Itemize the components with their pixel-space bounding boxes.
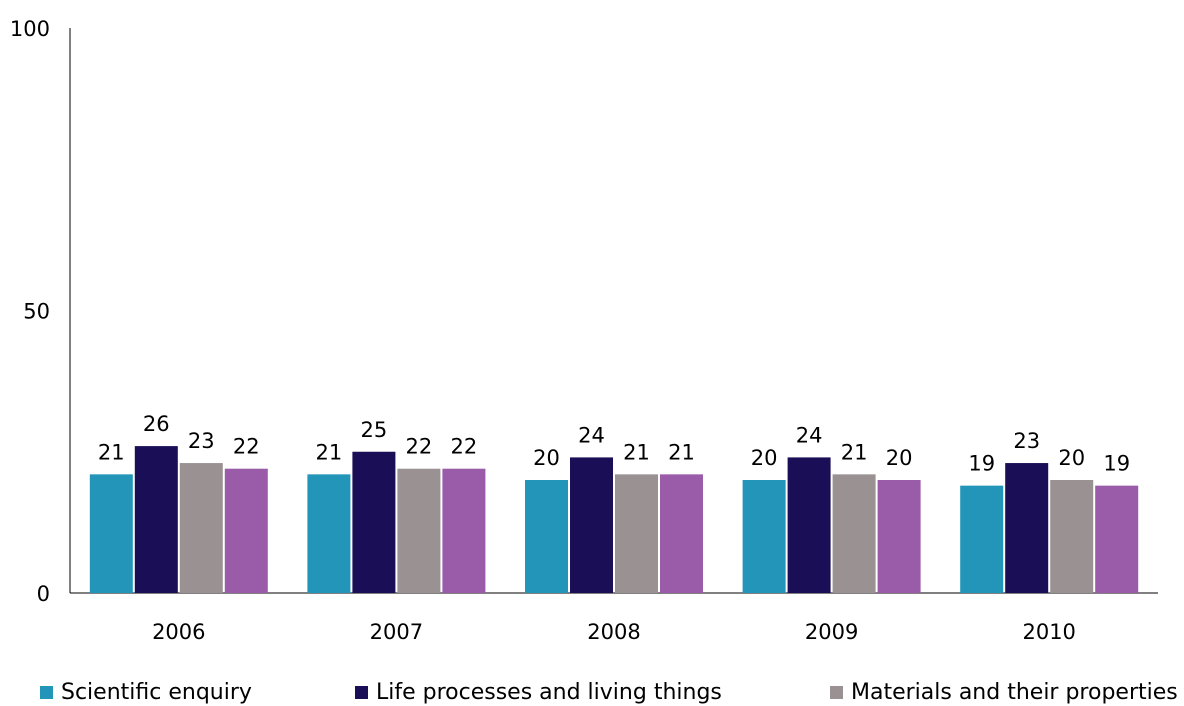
data-label: 21 [668,440,695,464]
bar [525,480,568,593]
bar [1050,480,1093,593]
bar [1095,486,1138,593]
data-label: 26 [143,412,170,436]
bar [743,480,786,593]
data-label: 21 [841,440,868,464]
data-labels: 21 26 23 22 21 25 22 22 20 24 21 21 20 24 21 20 19 23 20 19 [98,412,1130,476]
bar [615,474,658,593]
data-label: 20 [886,446,913,470]
bar [960,486,1003,593]
bar [660,474,703,593]
data-label: 21 [316,440,343,464]
x-tick-label: 2009 [805,620,858,644]
legend-label: Materials and their properties [851,680,1178,705]
data-label: 21 [98,440,125,464]
data-label: 19 [968,452,995,476]
legend-item: Scientific enquiry [40,678,252,706]
x-tick-label: 2008 [587,620,640,644]
bar [442,469,485,593]
legend-label: Scientific enquiry [61,680,252,705]
bar [397,469,440,593]
y-tick-label: 0 [37,582,50,606]
bar [135,446,178,593]
data-label: 22 [406,435,433,459]
data-label: 21 [623,440,650,464]
x-tick-label: 2010 [1022,620,1075,644]
data-label: 23 [188,429,215,453]
x-tick-label: 2006 [152,620,205,644]
data-label: 22 [233,435,260,459]
data-label: 24 [578,423,605,447]
bar [833,474,876,593]
bar [1005,463,1048,593]
data-label: 22 [451,435,478,459]
data-label: 20 [1058,446,1085,470]
data-label: 20 [533,446,560,470]
x-tick-label: 2007 [370,620,423,644]
legend: Scientific enquiry Life processes and liv… [0,678,1184,706]
bar [307,474,350,593]
data-label: 19 [1103,452,1130,476]
bar [90,474,133,593]
legend-swatch [355,686,368,699]
y-tick-label: 100 [10,17,50,41]
bar [352,452,395,593]
bar [225,469,268,593]
legend-item: Materials and their properties [830,678,1178,706]
data-label: 20 [751,446,778,470]
bar [788,457,831,593]
bar [180,463,223,593]
legend-item: Life processes and living things [355,678,722,706]
data-label: 24 [796,423,823,447]
data-label: 25 [361,418,388,442]
data-label: 23 [1013,429,1040,453]
legend-swatch [40,686,53,699]
legend-swatch [830,686,843,699]
y-tick-label: 50 [23,300,50,324]
bar [570,457,613,593]
bar [878,480,921,593]
legend-label: Life processes and living things [376,680,722,705]
